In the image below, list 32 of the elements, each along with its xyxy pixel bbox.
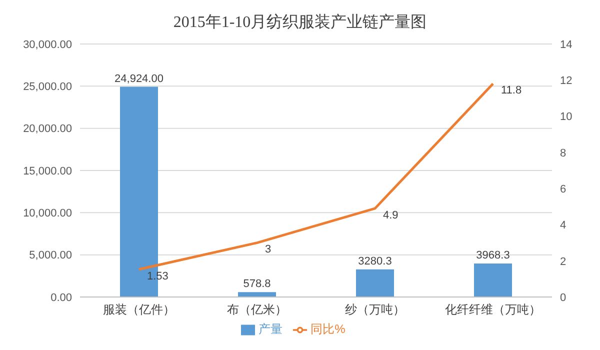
y2-tick-label: 8 [560,147,566,160]
y-tick-label: 15,000.00 [23,165,72,178]
y2-tick-label: 4 [560,220,566,232]
chart-title: 2015年1-10月纺织服装产业链产量图 [172,12,428,33]
data-label: 24,924.00 [114,72,164,85]
data-label: 3280.3 [358,255,392,268]
x-tick-label: 服装（亿件） [103,302,175,317]
bar [474,264,512,297]
data-label: 11.8 [501,84,522,97]
y2-tick-label: 12 [560,75,572,88]
data-label: 3 [265,244,272,256]
legend-label: 同比% [310,322,346,336]
data-label: 578.8 [243,278,271,290]
y-tick-label: 0.00 [50,292,72,304]
data-label: 4.9 [383,209,398,222]
y2-tick-label: 14 [560,38,572,51]
bar [356,269,394,297]
x-tick-label: 化纤纤维（万吨） [445,302,541,317]
y-tick-label: 10,000.00 [23,208,72,220]
y-tick-label: 30,000.00 [23,38,72,51]
y2-tick-label: 10 [560,111,572,124]
x-tick-label: 布（亿米） [227,302,287,317]
x-tick-label: 纱（万吨） [345,302,405,317]
y-tick-label: 25,000.00 [23,81,72,94]
bar [238,292,276,297]
data-label: 3968.3 [476,250,510,262]
y-tick-label: 20,000.00 [23,123,72,136]
y2-tick-label: 0 [560,292,566,304]
y2-tick-label: 2 [560,256,566,268]
y2-tick-label: 6 [560,183,566,196]
legend-label: 产量 [258,322,283,336]
y-tick-label: 5,000.00 [29,250,72,262]
